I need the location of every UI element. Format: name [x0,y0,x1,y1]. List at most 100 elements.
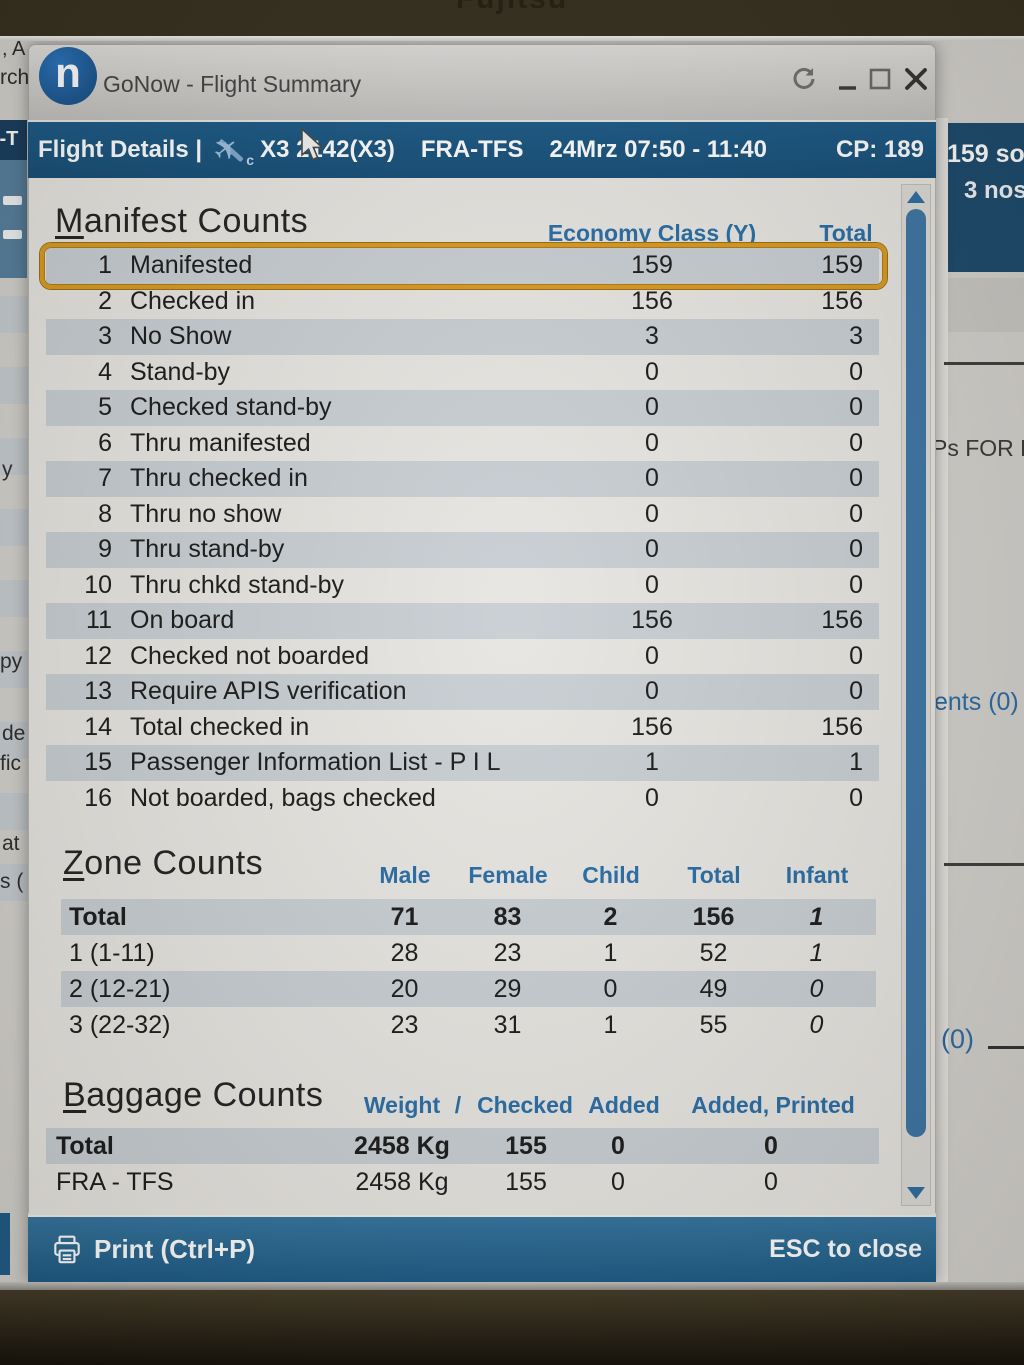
row-economy-value: 3 [645,322,659,350]
bg-row-stripe [0,793,28,830]
row-total-value: 159 [821,251,863,279]
manifest-row[interactable]: 11 On board 156 156 [46,603,879,639]
row-number: 4 [98,357,112,386]
row-total-value: 0 [849,464,863,492]
manifest-row[interactable]: 12 Checked not boarded 0 0 [46,639,879,675]
female-value: 31 [493,1011,522,1039]
manifest-row[interactable]: 13 Require APIS verification 0 0 [46,674,879,710]
bg-menu-fragment [0,160,27,278]
row-total-value: 0 [849,570,863,599]
row-number: 2 [98,286,112,315]
manifest-row[interactable]: 3 No Show 3 3 [46,319,879,355]
manifest-table: 1 Manifested 159 159 2 Checked in 156 15… [40,243,887,817]
row-number: 15 [84,748,112,776]
baggage-counts-title: Baggage Counts [63,1076,323,1115]
bg-row-stripe [0,580,28,617]
bg-text-fragment: y [2,458,13,481]
maximize-button[interactable] [863,61,897,97]
airplane-icon: ✈ [206,128,247,171]
manifest-row[interactable]: 6 Thru manifested 0 0 [46,426,879,462]
row-economy-value: 0 [645,783,659,812]
vertical-scrollbar[interactable] [901,184,931,1206]
manifest-row[interactable]: 4 Stand-by 0 0 [46,355,879,391]
child-value: 1 [603,939,618,967]
manifest-row[interactable]: 7 Thru checked in 0 0 [46,461,879,497]
row-label: Checked in [130,286,256,315]
print-button[interactable]: Print (Ctrl+P) [94,1234,256,1264]
manifest-row[interactable]: 5 Checked stand-by 0 0 [46,390,879,426]
row-label: 2 (12-21) [69,975,171,1003]
manifest-row-selected[interactable]: 1 Manifested 159 159 [40,243,887,288]
flight-route: FRA-TFS [420,136,524,163]
row-economy-value: 159 [631,251,673,279]
row-number: 6 [98,428,112,457]
scroll-down-arrow-icon[interactable] [907,1187,925,1199]
maximize-icon [869,68,891,90]
male-value: 71 [390,903,419,931]
infant-value: 0 [809,975,824,1003]
printer-icon [54,1235,80,1263]
dialog-body: Manifest Counts Economy Class (Y) Total … [28,178,936,1213]
zone-col-child: Child [582,862,640,888]
manifest-row[interactable]: 16 Not boarded, bags checked 0 0 [46,781,879,817]
bg-text-fragment: Ps FOR P [932,435,1024,461]
row-total-value: 156 [821,712,863,741]
row-label: Total [56,1132,114,1160]
row-number: 7 [98,464,112,492]
total-value: 49 [699,975,728,1003]
minimize-icon [839,86,856,90]
dialog-titlebar[interactable]: n GoNow - Flight Summary [28,44,936,120]
zone-col-male: Male [379,862,431,888]
zone-row: 3 (22-32) 23 31 1 55 0 [61,1007,876,1043]
checked-value: 155 [505,1168,547,1196]
bg-footer-fragment [0,1213,10,1275]
bg-text-fragment: rch [0,66,30,89]
flight-details-label: Flight Details | [38,136,203,163]
row-label: 3 (22-32) [69,1011,171,1039]
row-label: Total checked in [130,712,310,741]
weight-value: 2458 Kg [354,1132,450,1160]
bg-text-fragment: at [2,832,20,855]
manifest-row[interactable]: 8 Thru no show 0 0 [46,497,879,533]
close-icon [905,68,927,90]
manifest-row[interactable]: 9 Thru stand-by 0 0 [46,532,879,568]
bg-text-fragment: , A [2,38,26,60]
bg-tab-label: A-T [0,128,19,150]
bg-sold-count: 159 sold [947,140,1024,168]
minimize-button[interactable] [831,61,865,97]
scroll-up-arrow-icon[interactable] [907,191,925,203]
row-label: Require APIS verification [130,677,407,705]
manifest-row[interactable]: 14 Total checked in 156 156 [46,710,879,746]
refresh-button[interactable] [787,61,821,97]
bg-text-fragment: fic [0,752,21,775]
baggage-col-checked: Checked [477,1092,573,1118]
row-economy-value: 0 [645,535,659,563]
manifest-row[interactable]: 10 Thru chkd stand-by 0 0 [46,568,879,604]
row-label: Thru chkd stand-by [130,570,344,599]
row-number: 3 [98,322,112,350]
title-accel-letter: B [63,1076,87,1114]
total-value: 52 [699,939,728,967]
row-total-value: 0 [849,499,863,528]
close-button[interactable] [899,61,933,97]
manifest-col-economy: Economy Class (Y) [547,220,757,246]
weight-value: 2458 Kg [355,1168,449,1196]
row-label: Passenger Information List - P I L [130,748,501,776]
row-label: Thru checked in [130,464,308,492]
infant-value: 0 [809,1011,824,1039]
row-economy-value: 0 [645,677,659,705]
manifest-row[interactable]: 2 Checked in 156 156 [46,284,879,320]
title-rest: aggage Counts [86,1076,324,1114]
baggage-col-added-printed: Added, Printed [691,1092,855,1118]
row-economy-value: 0 [645,641,659,670]
checked-value: 155 [505,1132,547,1160]
manifest-row[interactable]: 15 Passenger Information List - P I L 1 … [46,745,879,781]
airline-logo-sub-c: c [246,152,255,168]
row-number: 10 [84,570,112,599]
scrollbar-thumb[interactable] [906,209,926,1137]
monitor-brand-logo: Fujitsu [456,0,568,16]
gonow-logo-letter: n [55,49,81,96]
row-economy-value: 0 [645,393,659,421]
